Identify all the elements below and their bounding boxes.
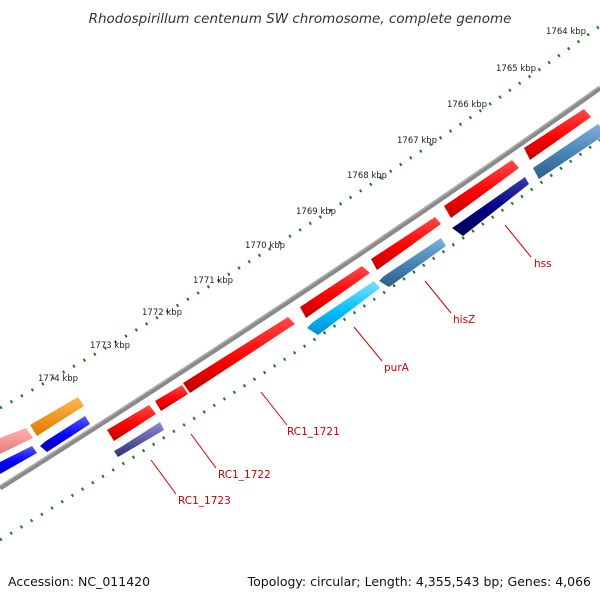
scale-ring-inner	[0, 138, 600, 542]
label-leader-pura	[353, 326, 383, 362]
gene-forward-2[interactable]	[300, 266, 370, 318]
scale-label-1769: 1769 kbp	[296, 207, 336, 217]
chromosome-backbone	[0, 85, 600, 491]
scale-label-1767: 1767 kbp	[397, 136, 437, 146]
genome-stats-text: Topology: circular; Length: 4,355,543 bp…	[247, 574, 591, 589]
gene-reverse-steel-1[interactable]	[533, 124, 600, 179]
gene-hss-forward[interactable]	[524, 109, 591, 160]
scale-label-1764: 1764 kbp	[546, 27, 586, 37]
gene-label-rc1-1723[interactable]: RC1_1723	[178, 495, 231, 507]
gene-blue-left[interactable]	[0, 446, 37, 474]
gene-label-hisz[interactable]: hisZ	[453, 314, 475, 326]
map-title: Rhodospirillum centenum SW chromosome, c…	[89, 11, 512, 27]
gene-label-pura[interactable]: purA	[384, 362, 410, 374]
scale-label-1771: 1771 kbp	[193, 276, 233, 286]
label-leader-hss	[504, 224, 532, 258]
scale-label-1770: 1770 kbp	[245, 241, 285, 251]
gene-pura[interactable]	[307, 281, 380, 335]
gene-label-rc1-1721[interactable]: RC1_1721	[287, 426, 340, 438]
gene-pink[interactable]	[0, 428, 33, 454]
gene-forward-4[interactable]	[444, 160, 519, 218]
scale-label-1765: 1765 kbp	[496, 64, 536, 74]
gene-rc1-1723-reverse[interactable]	[114, 422, 164, 457]
gene-rc1-1721[interactable]	[183, 317, 295, 393]
gene-orange[interactable]	[30, 397, 84, 436]
scale-label-1768: 1768 kbp	[347, 171, 387, 181]
scale-ring-outer	[0, 24, 600, 410]
chromosome-backbone-highlight	[0, 85, 600, 487]
gene-label-hss[interactable]: hss	[534, 258, 552, 270]
gene-hss-reverse[interactable]	[452, 177, 529, 236]
gene-hisz-reverse[interactable]	[379, 238, 446, 287]
gene-forward-3[interactable]	[371, 217, 441, 270]
scale-label-1773: 1773 kbp	[90, 341, 130, 351]
scale-label-1774: 1774 kbp	[38, 374, 78, 384]
accession-text: Accession: NC_011420	[8, 574, 150, 589]
scale-label-1772: 1772 kbp	[142, 308, 182, 318]
scale-label-1766: 1766 kbp	[447, 100, 487, 110]
label-leader-rc1-1723	[150, 459, 177, 495]
gene-blue[interactable]	[40, 416, 90, 452]
gene-rc1-1722[interactable]	[155, 385, 188, 411]
label-leader-hisz	[424, 280, 452, 314]
label-leader-rc1-1721	[260, 391, 288, 426]
gene-label-rc1-1722[interactable]: RC1_1722	[218, 469, 271, 481]
gene-rc1-1723-forward[interactable]	[107, 405, 156, 441]
label-leader-rc1-1722	[190, 433, 217, 469]
